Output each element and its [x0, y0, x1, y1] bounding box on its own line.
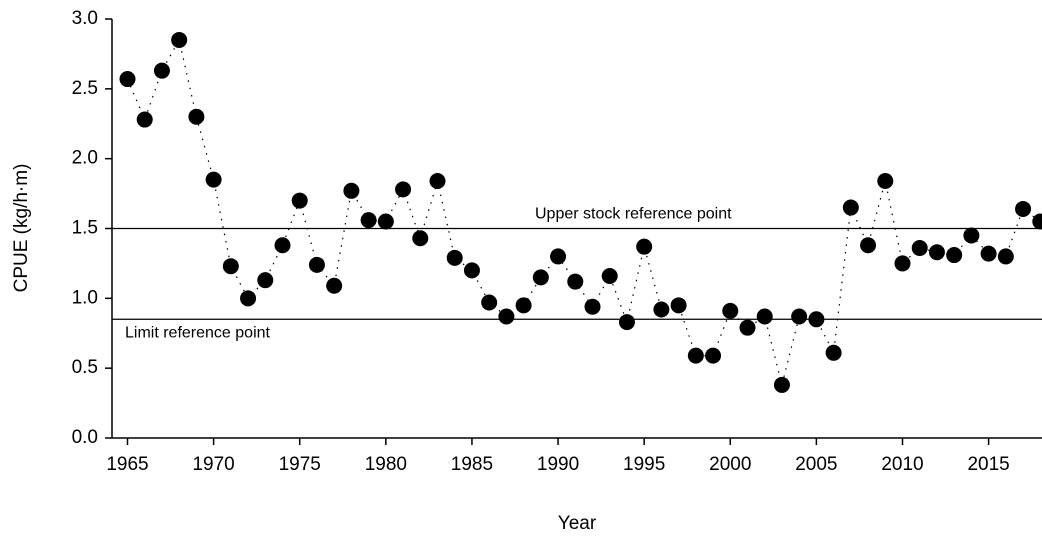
- x-tick-label: 2005: [795, 454, 837, 475]
- data-point: [291, 192, 308, 209]
- data-point: [532, 269, 549, 286]
- data-point: [412, 230, 429, 247]
- data-point: [997, 248, 1014, 265]
- data-point: [618, 314, 635, 331]
- data-point: [636, 238, 653, 255]
- data-point: [653, 301, 670, 318]
- x-tick-label: 2015: [967, 454, 1009, 475]
- data-point: [119, 71, 136, 88]
- data-point: [722, 302, 739, 319]
- y-tick-label: 2.0: [72, 148, 98, 169]
- y-tick-label: 0.0: [72, 427, 98, 448]
- data-point: [963, 227, 980, 244]
- reference-label: Upper stock reference point: [535, 206, 732, 223]
- data-point: [670, 297, 687, 314]
- data-point: [705, 347, 722, 364]
- x-tick-label: 1970: [192, 454, 234, 475]
- data-point: [739, 319, 756, 336]
- data-point: [153, 62, 170, 79]
- x-tick-label: 1990: [537, 454, 579, 475]
- x-tick-label: 1995: [623, 454, 665, 475]
- data-point: [377, 213, 394, 230]
- data-point: [360, 212, 377, 229]
- x-axis-label: Year: [558, 513, 597, 534]
- data-point: [601, 267, 618, 284]
- data-point: [498, 308, 515, 325]
- data-point: [136, 111, 153, 128]
- y-tick-label: 2.5: [72, 78, 98, 99]
- data-point: [1032, 213, 1042, 230]
- y-tick-label: 3.0: [72, 8, 98, 29]
- data-point: [429, 173, 446, 190]
- data-point: [240, 290, 257, 307]
- data-point: [687, 347, 704, 364]
- x-tick-label: 1965: [106, 454, 148, 475]
- y-tick-label: 1.0: [72, 287, 98, 308]
- data-point: [188, 108, 205, 125]
- data-point: [791, 308, 808, 325]
- data-point: [860, 237, 877, 254]
- y-axis-label: CPUE (kg/h·m): [11, 164, 32, 293]
- data-point: [1015, 200, 1032, 217]
- data-point: [205, 171, 222, 188]
- data-point: [463, 262, 480, 279]
- data-point: [911, 240, 928, 257]
- data-point: [515, 297, 532, 314]
- data-point: [842, 199, 859, 216]
- data-point: [308, 256, 325, 273]
- reference-label: Limit reference point: [125, 325, 271, 342]
- data-point: [808, 311, 825, 328]
- data-point: [326, 277, 343, 294]
- x-tick-label: 1975: [279, 454, 321, 475]
- data-point: [877, 173, 894, 190]
- data-point: [343, 182, 360, 199]
- data-point: [980, 245, 997, 262]
- y-tick-label: 1.5: [72, 218, 98, 239]
- data-point: [446, 249, 463, 266]
- data-point: [257, 272, 274, 289]
- data-point: [946, 247, 963, 264]
- data-point: [756, 308, 773, 325]
- x-tick-label: 1985: [451, 454, 493, 475]
- x-tick-label: 2010: [881, 454, 923, 475]
- x-tick-label: 1980: [365, 454, 407, 475]
- data-point: [481, 294, 498, 311]
- trend-line: [126, 38, 1041, 386]
- data-point: [222, 258, 239, 275]
- y-tick-label: 0.5: [72, 357, 98, 378]
- data-point: [584, 298, 601, 315]
- data-point: [171, 31, 188, 48]
- data-point: [928, 244, 945, 261]
- data-point: [773, 376, 790, 393]
- data-point: [550, 248, 567, 265]
- data-point: [825, 344, 842, 361]
- data-point: [567, 273, 584, 290]
- data-point: [894, 255, 911, 272]
- data-point: [274, 237, 291, 254]
- x-tick-label: 2000: [709, 454, 751, 475]
- data-point: [395, 181, 412, 198]
